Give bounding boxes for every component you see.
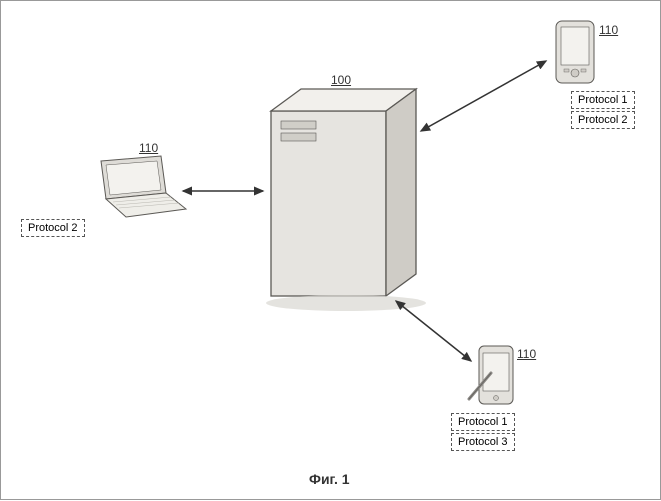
server-icon <box>266 89 426 311</box>
laptop-icon <box>101 156 186 217</box>
proto-pda-2: Protocol 2 <box>571 111 635 129</box>
arrow-server-pda <box>421 61 546 131</box>
ref-laptop: 110 <box>139 141 158 155</box>
arrow-server-phone <box>396 301 471 361</box>
figure-caption: Фиг. 1 <box>309 471 350 487</box>
phone-icon <box>469 346 513 404</box>
proto-phone-2: Protocol 3 <box>451 433 515 451</box>
figure-frame: 100 110 110 110 Protocol 2 Protocol 1 Pr… <box>0 0 661 500</box>
ref-phone: 110 <box>517 347 536 361</box>
proto-laptop-1: Protocol 2 <box>21 219 85 237</box>
pda-icon <box>556 21 594 83</box>
proto-pda-1: Protocol 1 <box>571 91 635 109</box>
proto-phone-1: Protocol 1 <box>451 413 515 431</box>
ref-pda: 110 <box>599 23 618 37</box>
ref-server: 100 <box>331 73 351 87</box>
